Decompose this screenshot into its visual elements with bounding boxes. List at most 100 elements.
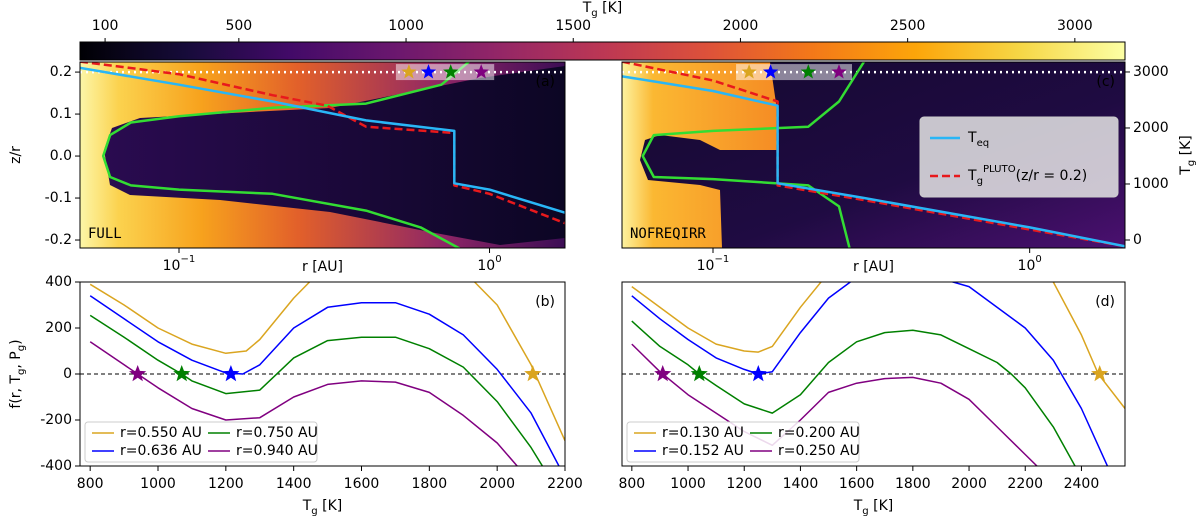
legend-label: r=0.940 AU xyxy=(236,443,318,459)
text-part: 10 xyxy=(1018,258,1036,274)
series-line xyxy=(89,295,560,466)
text-part: 10 xyxy=(697,258,715,274)
y-tick-label: 400 xyxy=(45,274,72,290)
y2-tick-label: 3000 xyxy=(1133,64,1169,80)
y2-tick-label: 1000 xyxy=(1133,176,1169,192)
text-part: [K] xyxy=(1178,135,1194,160)
series-line xyxy=(631,343,1038,466)
text-part: 10 xyxy=(477,258,495,274)
text-part: g xyxy=(862,506,868,517)
text-part: g xyxy=(1186,160,1197,166)
star-marker xyxy=(654,365,672,382)
legend-box xyxy=(919,116,1119,198)
x-tick-label: 1800 xyxy=(412,476,448,492)
star-marker xyxy=(1091,365,1109,382)
star-marker xyxy=(763,64,779,79)
colorbar-tick-label: 500 xyxy=(225,18,252,34)
series-line xyxy=(622,75,1125,248)
series-line xyxy=(101,62,470,248)
text-part: −1 xyxy=(714,254,729,265)
text-part: 10 xyxy=(163,258,181,274)
x-axis-label: r [AU] xyxy=(853,259,894,275)
star-marker xyxy=(420,64,437,79)
y-tick-label: 200 xyxy=(45,320,72,336)
star-backdrop xyxy=(736,64,853,81)
star-marker xyxy=(524,365,542,382)
y-tick-label: 0.0 xyxy=(50,148,72,164)
x-tick-label: 2400 xyxy=(1064,476,1100,492)
colorbar-tick-label: 2000 xyxy=(723,18,759,34)
y-tick-label: 0.2 xyxy=(50,64,72,80)
x-tick-label: 1200 xyxy=(208,476,244,492)
x-axis-label: Tg [K] xyxy=(302,498,343,517)
text-part: T xyxy=(582,0,592,16)
series-line xyxy=(631,282,1125,409)
star-marker xyxy=(129,365,147,382)
x-tick-label: 800 xyxy=(77,476,104,492)
text-part: T xyxy=(853,498,863,514)
colorbar-tick-label: 100 xyxy=(92,18,119,34)
panel-label: (d) xyxy=(1095,294,1115,310)
x-tick-label: 10−1 xyxy=(697,254,730,274)
axes-frame xyxy=(621,61,1126,249)
star-marker xyxy=(222,365,240,382)
x-tick-label: 1200 xyxy=(726,476,762,492)
text-part: g xyxy=(16,369,27,375)
text-part: 0 xyxy=(495,254,501,265)
y2-tick-label: 0 xyxy=(1133,232,1142,248)
panel-label: (c) xyxy=(1096,74,1115,90)
legend-box xyxy=(626,421,860,463)
legend-box xyxy=(84,421,318,463)
text-part: [K] xyxy=(318,498,343,514)
axes-frame xyxy=(79,61,566,249)
legend-label: r=0.750 AU xyxy=(236,425,318,441)
y-axis-label: z/r xyxy=(8,146,24,164)
plot-area xyxy=(622,62,1125,248)
legend-label: Teq xyxy=(967,130,989,149)
x-tick-label: 10−1 xyxy=(163,254,196,274)
text-part: [K] xyxy=(598,0,623,16)
star-backdrop xyxy=(395,64,495,81)
text-part: T xyxy=(1178,166,1194,176)
y-tick-label: 0 xyxy=(63,366,72,382)
plot-area xyxy=(80,62,565,248)
star-marker xyxy=(173,365,191,382)
series-line xyxy=(89,282,565,442)
legend-label: r=0.550 AU xyxy=(120,425,202,441)
y-tick-label: -400 xyxy=(40,458,72,474)
series-line xyxy=(622,62,1125,248)
legend-label: r=0.250 AU xyxy=(778,443,860,459)
legend-label: TgPLUTO(z/r = 0.2) xyxy=(967,164,1087,187)
x-tick-label: 1600 xyxy=(344,476,380,492)
legend-label: r=0.636 AU xyxy=(120,443,202,459)
colorbar-tick-label: 1500 xyxy=(555,18,591,34)
text-part: eq xyxy=(977,138,990,149)
text-part: , P xyxy=(8,351,24,368)
text-part: ) xyxy=(8,339,24,344)
series-line xyxy=(641,62,866,248)
x-tick-label: 1400 xyxy=(783,476,819,492)
y2-tick-label: 2000 xyxy=(1133,120,1169,136)
star-marker xyxy=(473,64,489,79)
text-part: g xyxy=(591,8,597,19)
legend-label: r=0.152 AU xyxy=(662,443,744,459)
x-axis-label: Tg [K] xyxy=(853,498,894,517)
star-marker xyxy=(800,64,816,79)
y2-axis-label: Tg [K] xyxy=(1178,135,1197,176)
series-line xyxy=(80,62,565,225)
text-part: g xyxy=(977,176,983,187)
y-tick-label: -0.1 xyxy=(45,190,72,206)
model-label: NOFREQIRR xyxy=(630,226,706,242)
heatmap-a xyxy=(80,62,565,248)
text-part: T xyxy=(967,130,977,146)
text-part: [K] xyxy=(869,498,894,514)
legend-label: r=0.130 AU xyxy=(662,425,744,441)
plot-area xyxy=(80,282,565,466)
star-marker xyxy=(401,64,417,79)
x-tick-label: 1000 xyxy=(670,476,706,492)
x-axis-label: r [AU] xyxy=(302,259,343,275)
panel-label: (b) xyxy=(535,294,555,310)
star-marker xyxy=(690,365,708,382)
text-part: g xyxy=(16,345,27,351)
text-part: g xyxy=(311,506,317,517)
